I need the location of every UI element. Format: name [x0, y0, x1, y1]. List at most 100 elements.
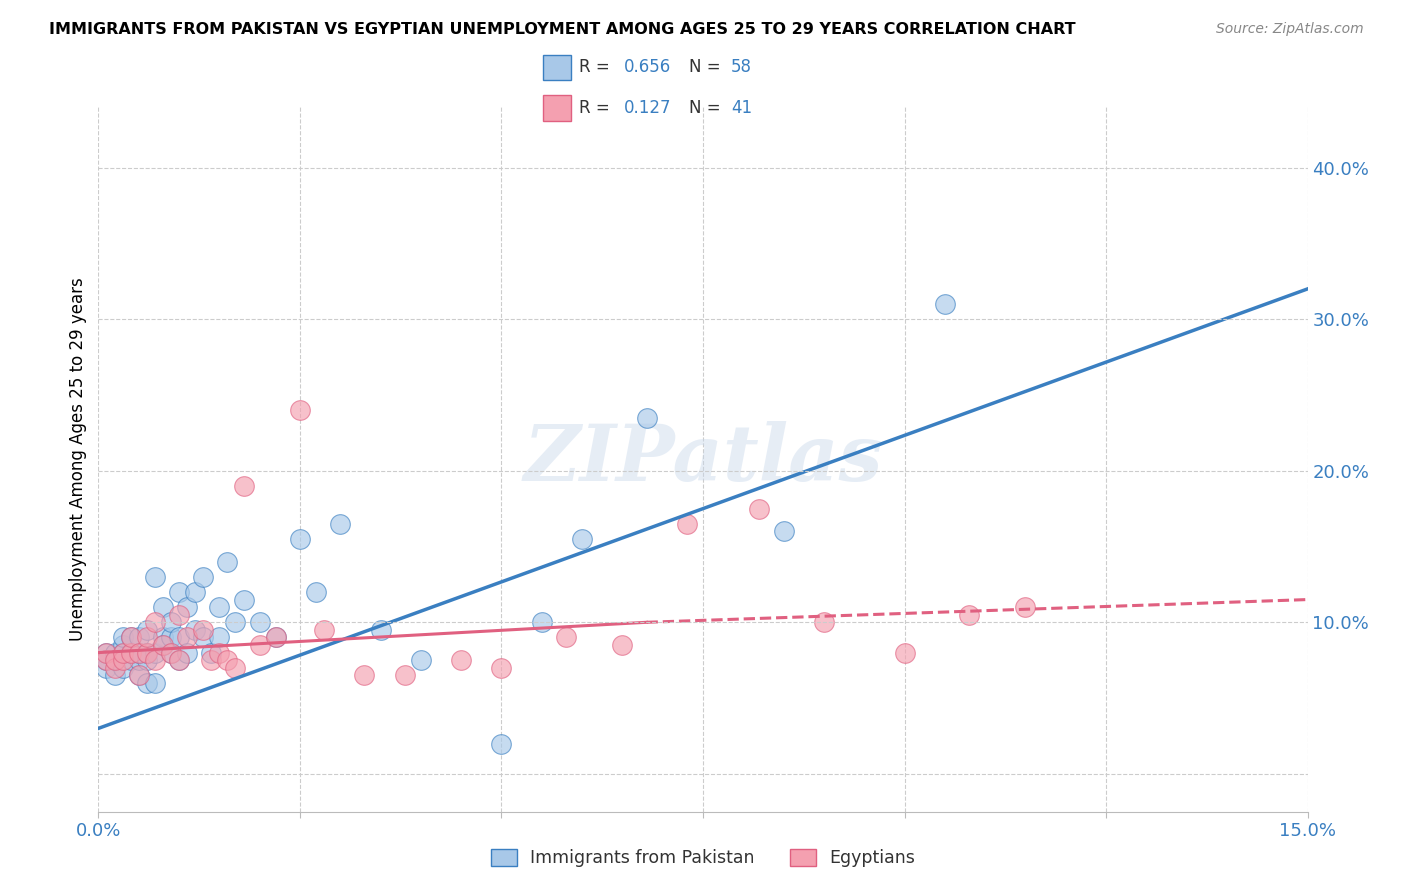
Point	[249, 638, 271, 652]
Text: IMMIGRANTS FROM PAKISTAN VS EGYPTIAN UNEMPLOYMENT AMONG AGES 25 TO 29 YEARS CORR: IMMIGRANTS FROM PAKISTAN VS EGYPTIAN UNE…	[49, 22, 1076, 37]
Text: R =: R =	[579, 99, 616, 117]
Point	[314, 623, 336, 637]
Point	[143, 653, 166, 667]
Text: Source: ZipAtlas.com: Source: ZipAtlas.com	[1216, 22, 1364, 37]
Point	[555, 631, 578, 645]
Point	[571, 532, 593, 546]
Point	[224, 661, 246, 675]
Text: 0.656: 0.656	[624, 59, 672, 77]
Point	[96, 653, 118, 667]
Point	[135, 676, 157, 690]
Point	[224, 615, 246, 630]
Point	[288, 532, 311, 546]
Point	[176, 646, 198, 660]
Point	[934, 297, 956, 311]
Point	[636, 410, 658, 425]
Point	[143, 646, 166, 660]
Point	[612, 638, 634, 652]
Text: 41: 41	[731, 99, 752, 117]
Point	[120, 646, 142, 660]
Text: 0.127: 0.127	[624, 99, 672, 117]
Point	[957, 607, 980, 622]
Point	[264, 631, 287, 645]
Point	[491, 661, 513, 675]
Point	[96, 646, 118, 660]
Y-axis label: Unemployment Among Ages 25 to 29 years: Unemployment Among Ages 25 to 29 years	[69, 277, 87, 641]
Point	[167, 653, 190, 667]
Point	[96, 661, 118, 675]
Point	[772, 524, 794, 539]
Point	[193, 631, 215, 645]
Point	[128, 646, 150, 660]
Point	[217, 653, 239, 667]
Point	[152, 638, 174, 652]
FancyBboxPatch shape	[543, 95, 571, 120]
Point	[152, 631, 174, 645]
Point	[167, 653, 190, 667]
Point	[208, 600, 231, 615]
Point	[135, 623, 157, 637]
Point	[305, 585, 328, 599]
Point	[264, 631, 287, 645]
Point	[103, 653, 125, 667]
Point	[135, 646, 157, 660]
Point	[135, 653, 157, 667]
Point	[200, 646, 222, 660]
Point	[135, 631, 157, 645]
Point	[450, 653, 472, 667]
Text: R =: R =	[579, 59, 616, 77]
Point	[249, 615, 271, 630]
Text: N =: N =	[689, 99, 725, 117]
Point	[103, 646, 125, 660]
Point	[128, 653, 150, 667]
Point	[128, 668, 150, 682]
Point	[120, 631, 142, 645]
Point	[208, 646, 231, 660]
Point	[160, 646, 183, 660]
Point	[160, 615, 183, 630]
Point	[96, 646, 118, 660]
Point	[394, 668, 416, 682]
Legend: Immigrants from Pakistan, Egyptians: Immigrants from Pakistan, Egyptians	[484, 842, 922, 874]
Point	[160, 646, 183, 660]
Point	[409, 653, 432, 667]
Point	[184, 623, 207, 637]
Point	[167, 607, 190, 622]
Text: ZIPatlas: ZIPatlas	[523, 421, 883, 498]
Point	[120, 646, 142, 660]
Point	[491, 737, 513, 751]
Point	[152, 600, 174, 615]
Point	[96, 653, 118, 667]
Point	[167, 585, 190, 599]
Point	[143, 570, 166, 584]
Point	[193, 570, 215, 584]
Point	[208, 631, 231, 645]
Point	[353, 668, 375, 682]
Point	[232, 592, 254, 607]
Point	[152, 638, 174, 652]
Point	[143, 615, 166, 630]
Point	[329, 516, 352, 531]
Point	[111, 631, 134, 645]
Point	[232, 479, 254, 493]
Point	[193, 623, 215, 637]
Text: 58: 58	[731, 59, 752, 77]
Point	[167, 631, 190, 645]
FancyBboxPatch shape	[543, 54, 571, 80]
Point	[120, 653, 142, 667]
Point	[120, 631, 142, 645]
Point	[103, 668, 125, 682]
Point	[111, 661, 134, 675]
Point	[370, 623, 392, 637]
Point	[1014, 600, 1036, 615]
Text: N =: N =	[689, 59, 725, 77]
Point	[217, 555, 239, 569]
Point	[530, 615, 553, 630]
Point	[176, 631, 198, 645]
Point	[200, 653, 222, 667]
Point	[128, 646, 150, 660]
Point	[676, 516, 699, 531]
Point	[111, 638, 134, 652]
Point	[111, 646, 134, 660]
Point	[160, 631, 183, 645]
